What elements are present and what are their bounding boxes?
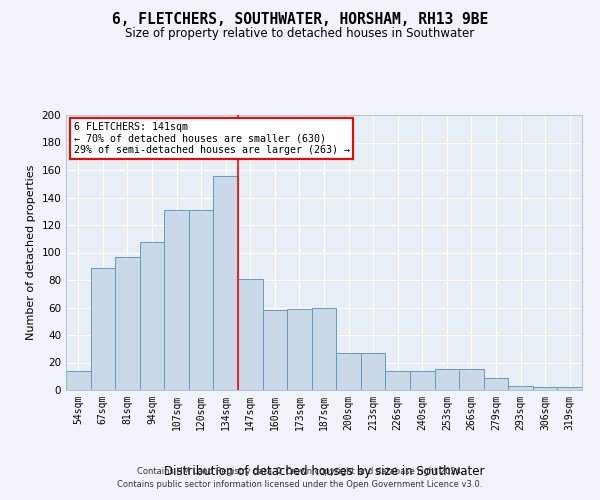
Bar (434, 370, 459, 390)
Bar (214, 176, 238, 390)
Bar (66, 371, 91, 390)
Bar (459, 370, 484, 390)
Bar (164, 210, 189, 390)
Bar (287, 309, 312, 390)
Bar (508, 386, 533, 390)
Bar (312, 308, 336, 390)
Bar (263, 310, 287, 390)
Bar (484, 378, 508, 390)
Bar (361, 353, 385, 390)
Bar (189, 210, 214, 390)
Bar (557, 387, 582, 390)
Bar (238, 278, 263, 390)
Text: 6 FLETCHERS: 141sqm
← 70% of detached houses are smaller (630)
29% of semi-detac: 6 FLETCHERS: 141sqm ← 70% of detached ho… (74, 122, 350, 155)
Bar (410, 371, 434, 390)
Y-axis label: Number of detached properties: Number of detached properties (26, 165, 36, 340)
Bar (385, 371, 410, 390)
Text: 6, FLETCHERS, SOUTHWATER, HORSHAM, RH13 9BE: 6, FLETCHERS, SOUTHWATER, HORSHAM, RH13 … (112, 12, 488, 28)
Bar (91, 268, 115, 390)
Bar (140, 242, 164, 390)
Text: Distribution of detached houses by size in Southwater: Distribution of detached houses by size … (164, 464, 484, 477)
Bar (336, 353, 361, 390)
Bar (533, 387, 557, 390)
Bar (115, 256, 140, 390)
Text: Contains HM Land Registry data © Crown copyright and database right 2024.
Contai: Contains HM Land Registry data © Crown c… (118, 468, 482, 489)
Text: Size of property relative to detached houses in Southwater: Size of property relative to detached ho… (125, 28, 475, 40)
